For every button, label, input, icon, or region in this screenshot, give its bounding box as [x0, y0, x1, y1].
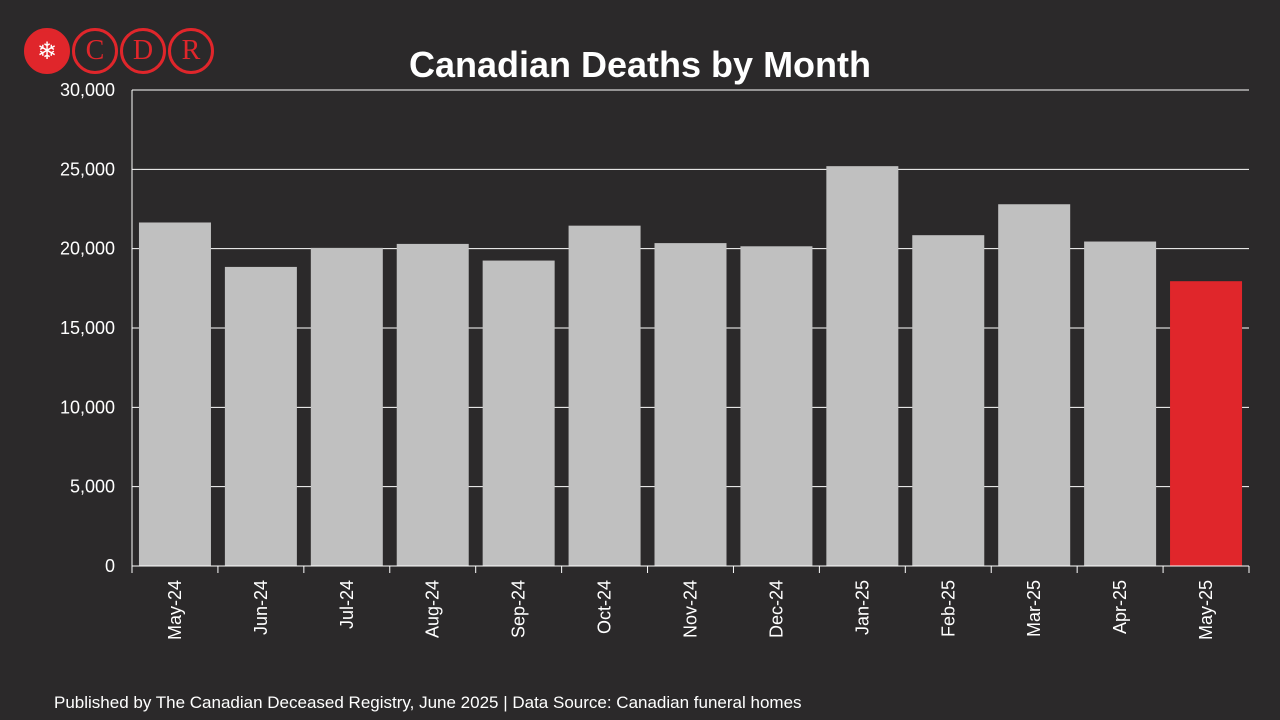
x-tick-label: Mar-25 — [1024, 580, 1044, 637]
y-tick-label: 20,000 — [60, 239, 115, 259]
bar-May-24 — [138, 222, 211, 566]
bar-May-25 — [1170, 281, 1243, 566]
y-tick-label: 10,000 — [60, 397, 115, 417]
bar-Mar-25 — [998, 204, 1071, 567]
bar-Oct-24 — [568, 225, 641, 566]
bar-Nov-24 — [654, 243, 727, 566]
x-tick-label: Jun-24 — [251, 580, 271, 635]
logo-letter-d: D — [120, 28, 166, 74]
y-tick-label: 25,000 — [60, 159, 115, 179]
y-tick-label: 15,000 — [60, 318, 115, 338]
maple-leaf-icon: ❄ — [24, 28, 70, 74]
bar-Sep-24 — [482, 260, 555, 566]
x-tick-label: May-25 — [1196, 580, 1216, 640]
bar-Aug-24 — [396, 243, 469, 566]
x-tick-label: Jul-24 — [337, 580, 357, 629]
x-tick-label: Sep-24 — [509, 580, 529, 638]
x-tick-label: Jan-25 — [852, 580, 872, 635]
x-tick-label: Dec-24 — [766, 580, 786, 638]
x-tick-label: Nov-24 — [681, 580, 701, 638]
x-tick-label: May-24 — [165, 580, 185, 640]
chart-title: Canadian Deaths by Month — [408, 44, 872, 85]
x-tick-label: Aug-24 — [423, 580, 443, 638]
logo-letter-c: C — [72, 28, 118, 74]
bar-Apr-25 — [1084, 241, 1157, 566]
x-tick-label: Feb-25 — [938, 580, 958, 637]
y-tick-label: 0 — [105, 556, 115, 576]
x-tick-label: Apr-25 — [1110, 580, 1130, 634]
y-tick-label: 5,000 — [70, 477, 115, 497]
y-tick-label: 30,000 — [60, 80, 115, 100]
cdr-logo: ❄ C D R — [24, 28, 216, 76]
bar-Jan-25 — [826, 166, 899, 566]
bar-Dec-24 — [740, 246, 813, 566]
bar-Jun-24 — [224, 266, 297, 566]
bar-Feb-25 — [912, 235, 985, 566]
bar-Jul-24 — [310, 247, 383, 566]
x-tick-label: Oct-24 — [595, 580, 615, 634]
footer-credit: Published by The Canadian Deceased Regis… — [54, 693, 802, 712]
logo-letter-r: R — [168, 28, 214, 74]
